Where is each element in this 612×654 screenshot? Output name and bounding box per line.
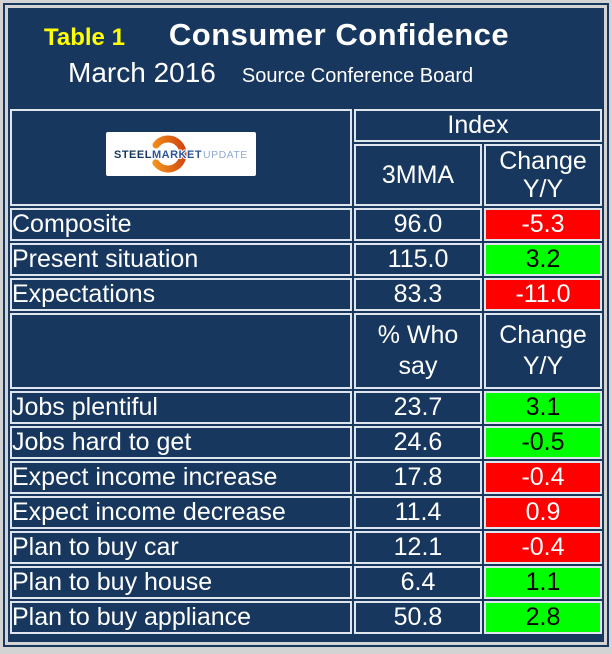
row-value: 115.0 (354, 243, 482, 276)
change-line1: Change (499, 147, 587, 175)
row-label: Plan to buy appliance (10, 601, 352, 634)
row-value: 23.7 (354, 391, 482, 424)
row-value: 17.8 (354, 461, 482, 494)
logo-word-market: MARKET (152, 149, 202, 161)
row-label: Plan to buy house (10, 566, 352, 599)
logo-word-steel: STEEL (114, 149, 152, 161)
row-label: Present situation (10, 243, 352, 276)
steel-market-update-logo: STEEL MARKET UPDATE (10, 109, 352, 206)
row-value: 83.3 (354, 278, 482, 311)
table-row: Plan to buy car 12.1 -0.4 (10, 531, 603, 564)
row-label: Expectations (10, 278, 352, 311)
row-change: -11.0 (484, 278, 603, 311)
row-label: Jobs hard to get (10, 426, 352, 459)
row-change: -0.4 (484, 461, 603, 494)
change2-line2: Y/Y (522, 352, 564, 380)
col-header-3mma: 3MMA (354, 144, 482, 206)
section2-empty-cell (10, 313, 352, 389)
table-row: Plan to buy house 6.4 1.1 (10, 566, 603, 599)
col-header-pct-who-say: % Who say (354, 313, 482, 389)
consumer-confidence-panel: Table 1 Consumer Confidence March 2016 S… (8, 8, 604, 642)
row-change: 2.8 (484, 601, 603, 634)
table-row: Plan to buy appliance 50.8 2.8 (10, 601, 603, 634)
row-change: 0.9 (484, 496, 603, 529)
row-value: 96.0 (354, 208, 482, 241)
row-value: 6.4 (354, 566, 482, 599)
pct-who-line1: % Who (377, 321, 459, 349)
table-number-label: Table 1 (44, 24, 125, 51)
index-group-header: Index (354, 109, 603, 142)
row-label: Composite (10, 208, 352, 241)
page-title: Consumer Confidence (168, 17, 510, 52)
change2-line1: Change (499, 321, 587, 349)
logo-word-update: UPDATE (203, 149, 248, 161)
smu-logo: STEEL MARKET UPDATE (106, 132, 256, 176)
row-value: 50.8 (354, 601, 482, 634)
col-header-change-yy-2: Change Y/Y (484, 313, 603, 389)
row-change: -0.4 (484, 531, 603, 564)
row-label: Expect income decrease (10, 496, 352, 529)
row-change: 1.1 (484, 566, 603, 599)
row-change: -0.5 (484, 426, 603, 459)
row-value: 24.6 (354, 426, 482, 459)
table-row: Present situation 115.0 3.2 (10, 243, 603, 276)
table-row: Expect income increase 17.8 -0.4 (10, 461, 603, 494)
consumer-confidence-table: STEEL MARKET UPDATE Index 3MMA Change Y/… (8, 107, 604, 636)
data-source: Source Conference Board (241, 65, 474, 87)
row-label: Plan to buy car (10, 531, 352, 564)
report-month: March 2016 (68, 57, 216, 88)
row-value: 11.4 (354, 496, 482, 529)
pct-who-line2: say (398, 352, 438, 380)
table-row: Composite 96.0 -5.3 (10, 208, 603, 241)
col-header-change-yy: Change Y/Y (484, 144, 603, 206)
table-row: Expectations 83.3 -11.0 (10, 278, 603, 311)
title-row: Table 1 Consumer Confidence (8, 8, 604, 53)
table-row: Jobs hard to get 24.6 -0.5 (10, 426, 603, 459)
logo-swoosh-icon (149, 135, 187, 173)
row-change: 3.1 (484, 391, 603, 424)
subtitle-row: March 2016 Source Conference Board (8, 57, 604, 89)
row-label: Jobs plentiful (10, 391, 352, 424)
table-row: Jobs plentiful 23.7 3.1 (10, 391, 603, 424)
row-change: 3.2 (484, 243, 603, 276)
row-label: Expect income increase (10, 461, 352, 494)
change-line2: Y/Y (522, 175, 564, 203)
row-change: -5.3 (484, 208, 603, 241)
table-row: Expect income decrease 11.4 0.9 (10, 496, 603, 529)
row-value: 12.1 (354, 531, 482, 564)
